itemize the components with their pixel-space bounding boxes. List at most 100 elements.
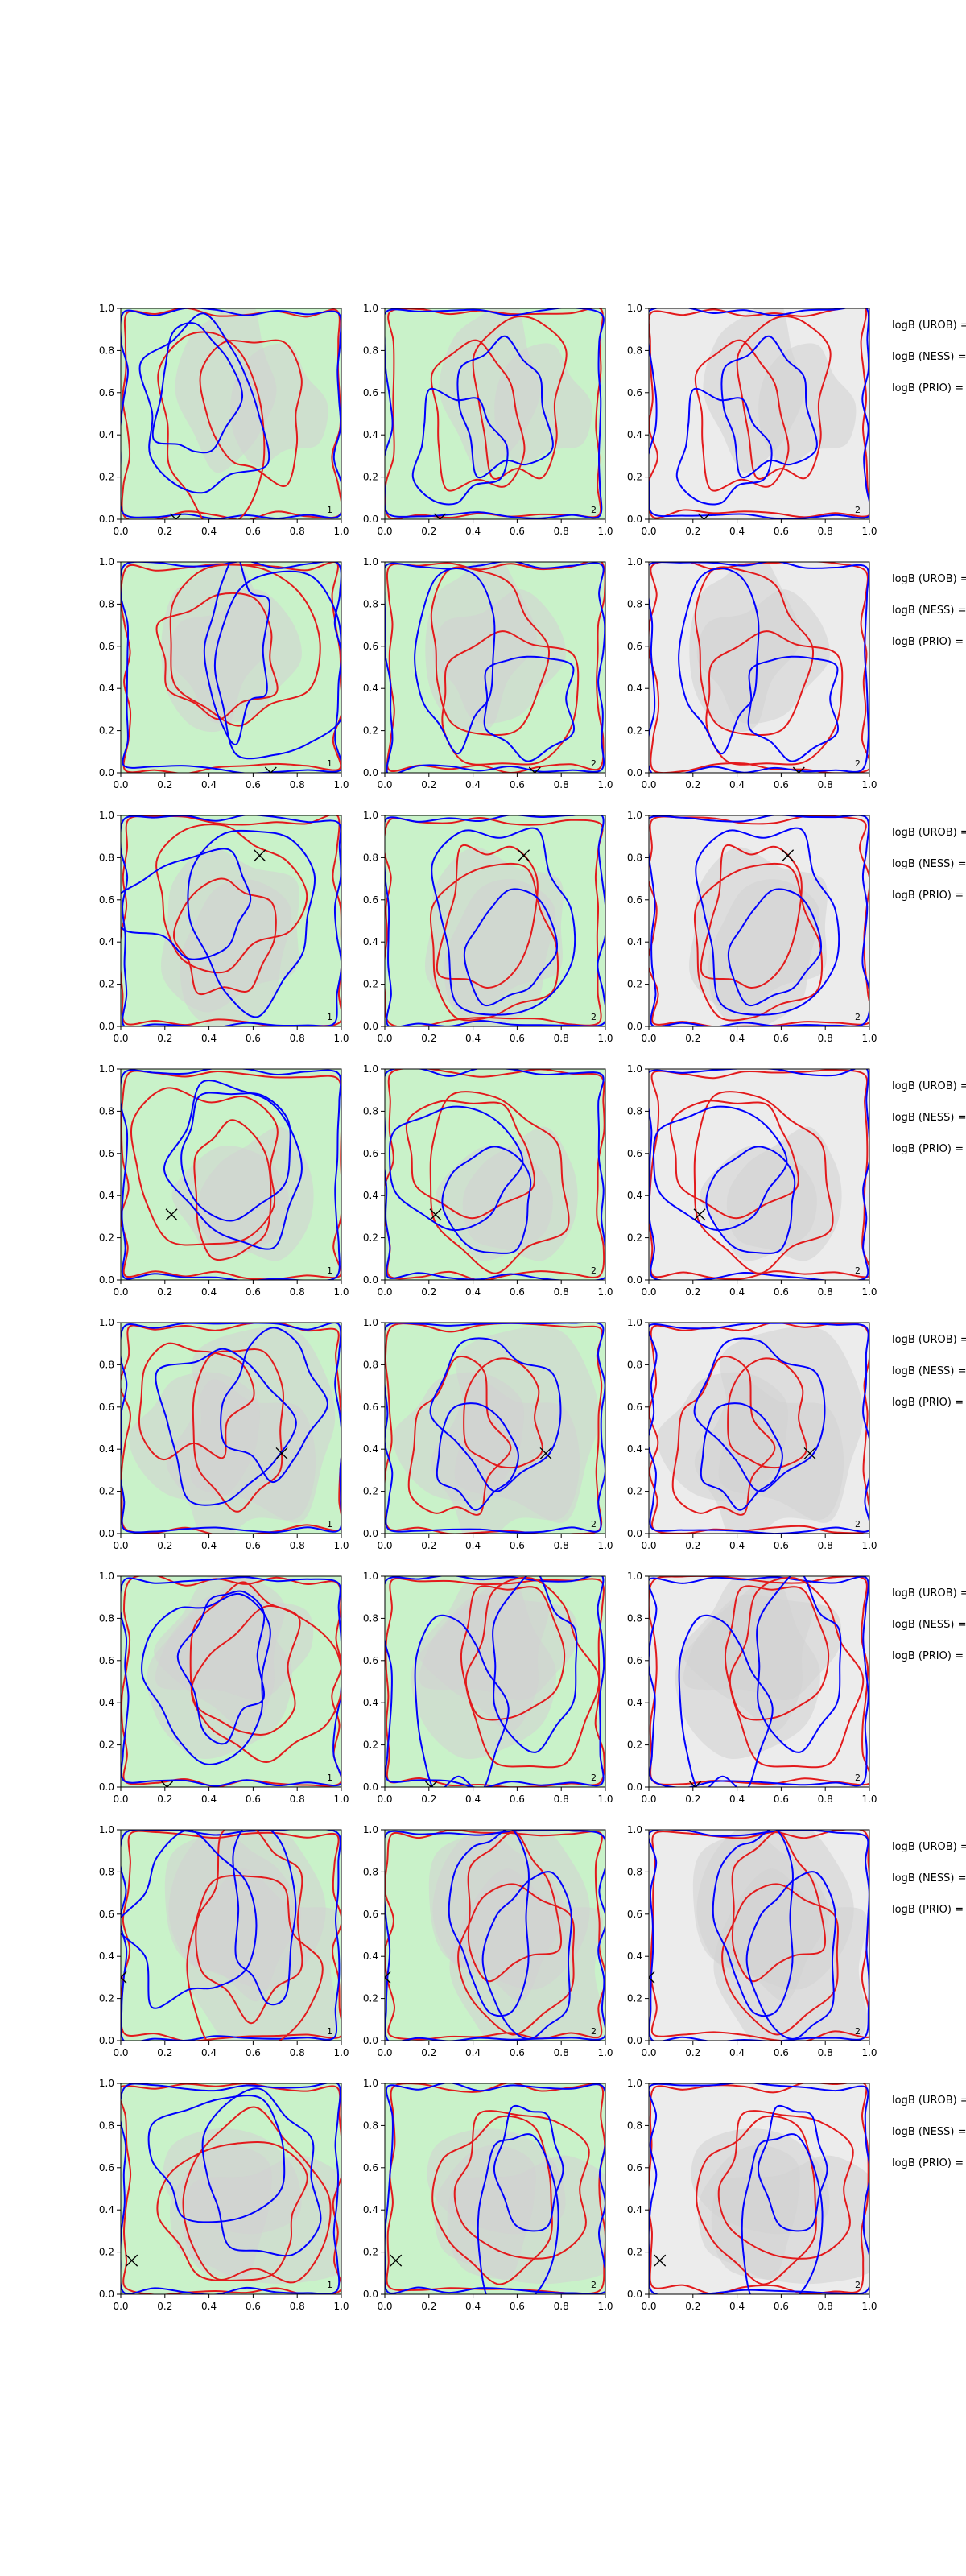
panel-r7-c2: 2 0.00.0 0.2 0.2 0.4 0.4 0.6 0.6 0.8 0.8 1.0 1.0 bbox=[363, 1824, 613, 2058]
blue-contour bbox=[121, 1069, 341, 1280]
marker-x bbox=[528, 766, 541, 773]
y-tick-label: 0.6 bbox=[363, 1655, 378, 1666]
x-tick-label: 0.0 bbox=[377, 526, 392, 537]
x-tick-label: 0.6 bbox=[246, 1286, 261, 1298]
y-tick-label: 0.0 bbox=[99, 2035, 114, 2046]
red-contour bbox=[157, 331, 266, 519]
y-tick-label: 0.0 bbox=[627, 2289, 642, 2300]
x-tick-label: 0.8 bbox=[818, 526, 833, 537]
y-tick-label: 0.2 bbox=[99, 1740, 114, 1751]
y-tick-label: 1.0 bbox=[627, 303, 642, 314]
y-tick-label: 0.6 bbox=[363, 1148, 378, 1159]
y-tick-label: 0.2 bbox=[627, 2247, 642, 2258]
red-contour bbox=[694, 339, 790, 492]
x-tick-label: 1.0 bbox=[861, 1286, 877, 1298]
x-tick-label: 0.4 bbox=[729, 779, 745, 791]
blue-contour bbox=[203, 562, 270, 745]
red-contour bbox=[441, 630, 580, 766]
axes-frame bbox=[384, 1575, 606, 1788]
blue-contour bbox=[385, 1576, 605, 1787]
x-tick-label: 0.4 bbox=[729, 2047, 745, 2058]
panel-r6-c2: 2 0.00.0 0.2 0.2 0.4 0.4 0.6 0.6 0.8 0.8 1.0 1.0 bbox=[363, 1571, 613, 1805]
marker-x bbox=[654, 2254, 667, 2267]
y-tick-label: 0.2 bbox=[363, 1486, 378, 1497]
red-contour bbox=[386, 562, 605, 773]
panel-r4-c3: 2 0.00.0 0.2 0.2 0.4 0.4 0.6 0.6 0.8 0.8 1.0 1.0 bbox=[627, 1063, 877, 1298]
panel-r2-c1: 1 0.00.0 0.2 0.2 0.4 0.4 0.6 0.6 0.8 0.8 1.0 1.0 bbox=[99, 556, 349, 791]
panel-tag: 2 bbox=[591, 1265, 597, 1276]
x-tick-label: 0.8 bbox=[290, 526, 305, 537]
red-contour bbox=[649, 1069, 869, 1280]
marker-x bbox=[649, 1971, 655, 1984]
logb-annotation: logB (NESS) = bbox=[892, 351, 966, 363]
panel-tag: 1 bbox=[327, 505, 332, 515]
x-tick-label: 0.2 bbox=[157, 2301, 172, 2312]
axes-frame bbox=[120, 1068, 342, 1281]
marker-x bbox=[689, 1781, 702, 1787]
red-contour bbox=[649, 815, 869, 1026]
blue-contour bbox=[652, 1105, 788, 1232]
x-tick-label: 0.2 bbox=[421, 1033, 436, 1044]
logb-annotation: logB (NESS) = bbox=[892, 2126, 966, 2138]
y-tick-label: 0.4 bbox=[99, 936, 114, 947]
axes-frame bbox=[120, 2083, 342, 2295]
y-tick-label: 1.0 bbox=[99, 1571, 114, 1582]
logb-annotation: logB (UROB) = bbox=[892, 1841, 966, 1853]
density-region bbox=[432, 589, 566, 724]
x-tick-label: 0.4 bbox=[729, 1033, 745, 1044]
x-tick-label: 0.0 bbox=[641, 1033, 656, 1044]
blue-contour bbox=[385, 1323, 605, 1534]
panel-tag: 2 bbox=[591, 1012, 597, 1022]
marker-x bbox=[434, 513, 446, 519]
x-tick-label: 0.2 bbox=[421, 779, 436, 791]
red-contour bbox=[430, 566, 551, 737]
y-tick-label: 0.8 bbox=[627, 1612, 642, 1624]
density-region bbox=[175, 308, 277, 473]
x-tick-label: 1.0 bbox=[333, 1033, 349, 1044]
x-tick-label: 1.0 bbox=[861, 526, 877, 537]
axes-frame bbox=[648, 1575, 870, 1788]
logb-annotation: logB (NESS) = bbox=[892, 1619, 966, 1631]
y-tick-label: 0.4 bbox=[99, 1951, 114, 1962]
x-tick-label: 1.0 bbox=[333, 1286, 349, 1298]
panel-r8-c3: 2 0.00.0 0.2 0.2 0.4 0.4 0.6 0.6 0.8 0.8 1.0 1.0 bbox=[627, 2078, 877, 2312]
y-tick-label: 1.0 bbox=[99, 1824, 114, 1835]
axes-frame bbox=[384, 1322, 606, 1534]
blue-contour bbox=[220, 1327, 328, 1484]
blue-contour bbox=[695, 827, 840, 1016]
axes-frame bbox=[384, 2083, 606, 2295]
y-tick-label: 1.0 bbox=[627, 1571, 642, 1582]
x-tick-label: 0.2 bbox=[157, 1794, 172, 1805]
blue-contour bbox=[649, 815, 869, 1026]
panel-tag: 2 bbox=[591, 2026, 597, 2037]
logb-annotation: logB (UROB) = bbox=[892, 573, 966, 585]
y-tick-label: 0.6 bbox=[99, 894, 114, 906]
y-tick-label: 0.4 bbox=[99, 683, 114, 694]
x-tick-label: 1.0 bbox=[597, 1286, 613, 1298]
marker-x bbox=[539, 1447, 552, 1459]
y-tick-label: 0.8 bbox=[363, 2120, 378, 2131]
y-tick-label: 0.2 bbox=[363, 2247, 378, 2258]
red-contour bbox=[700, 844, 803, 989]
x-tick-label: 0.0 bbox=[113, 1033, 128, 1044]
y-tick-label: 0.8 bbox=[627, 852, 642, 863]
axes-frame bbox=[648, 308, 870, 520]
y-tick-label: 0.2 bbox=[99, 472, 114, 483]
red-contour bbox=[385, 308, 604, 519]
x-tick-label: 1.0 bbox=[597, 1540, 613, 1551]
logb-annotation: logB (PRIO) = bbox=[892, 1143, 964, 1155]
logb-annotation: logB (PRIO) = bbox=[892, 1397, 964, 1409]
blue-contour bbox=[705, 1146, 796, 1254]
logb-annotation: logB (NESS) = bbox=[892, 605, 966, 617]
x-tick-label: 0.6 bbox=[510, 1540, 525, 1551]
red-contour bbox=[138, 1342, 255, 1461]
x-tick-label: 0.6 bbox=[774, 2301, 789, 2312]
x-tick-label: 0.6 bbox=[246, 526, 261, 537]
marker-x bbox=[170, 513, 182, 519]
panel-tag: 2 bbox=[591, 1519, 597, 1530]
red-contour bbox=[431, 2115, 553, 2285]
blue-contour bbox=[649, 1069, 869, 1280]
x-tick-label: 0.2 bbox=[685, 1794, 700, 1805]
y-tick-label: 0.6 bbox=[99, 2162, 114, 2174]
blue-contour bbox=[232, 1830, 297, 2006]
